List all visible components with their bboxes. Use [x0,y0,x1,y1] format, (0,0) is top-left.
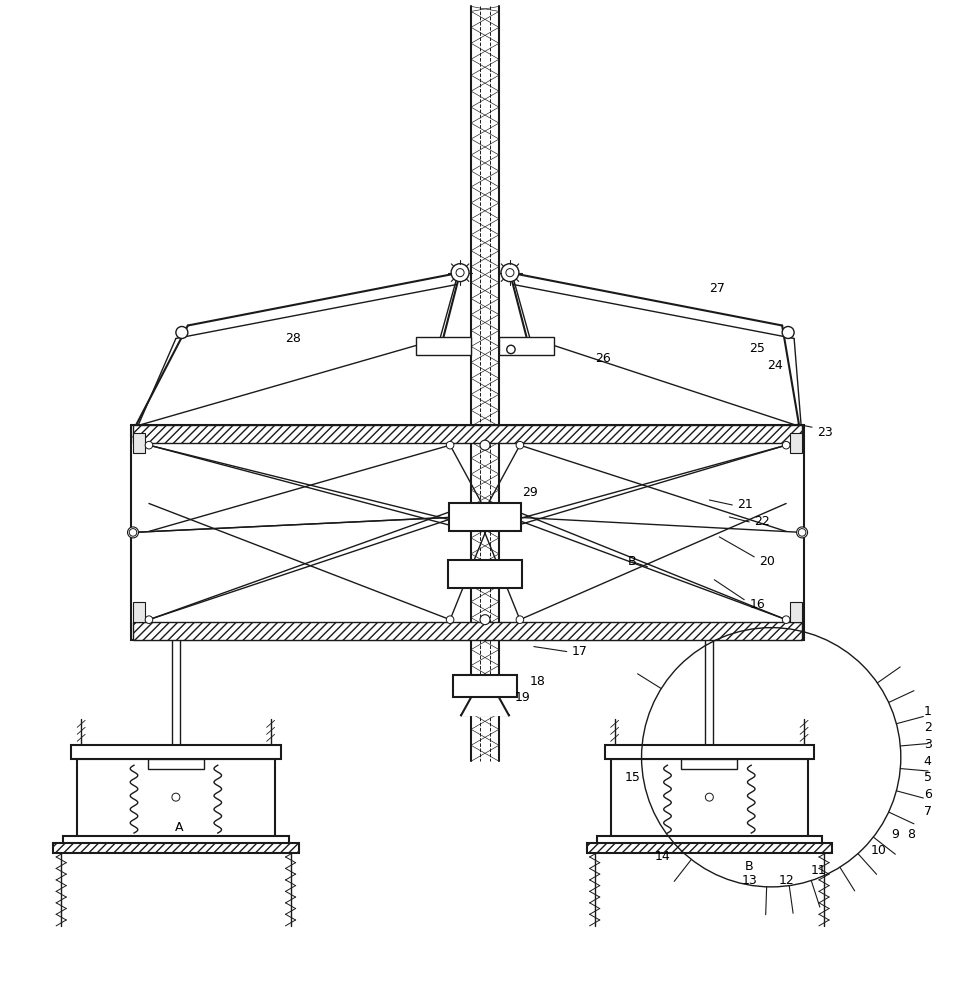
Bar [449,503,520,531]
Text: 6: 6 [922,788,930,801]
Text: 17: 17 [571,645,587,658]
Circle shape [704,793,712,801]
Text: 7: 7 [922,805,931,818]
Circle shape [455,269,463,277]
Text: 25: 25 [748,342,765,355]
Text: 22: 22 [754,515,769,528]
Circle shape [516,616,523,623]
Bar [133,622,801,640]
Bar [453,675,516,697]
Bar [148,759,203,769]
Bar [610,759,807,839]
Circle shape [480,440,489,450]
Text: 19: 19 [515,691,530,704]
Text: 18: 18 [529,675,546,688]
Circle shape [797,529,805,536]
Text: A: A [174,821,183,834]
Text: 21: 21 [736,498,752,511]
Circle shape [506,345,515,354]
Bar [71,745,280,759]
Text: 11: 11 [810,864,826,877]
Bar [133,602,144,622]
Text: 20: 20 [759,555,774,568]
Circle shape [129,529,137,536]
Circle shape [781,326,794,338]
Circle shape [175,326,188,338]
Circle shape [516,441,523,449]
Bar [131,425,803,640]
Circle shape [782,441,789,449]
Bar [133,425,801,443]
Circle shape [500,264,518,282]
Circle shape [796,527,807,538]
Circle shape [145,441,152,449]
Text: 29: 29 [521,486,537,499]
Bar [447,560,522,588]
Circle shape [782,616,789,623]
Bar [586,843,831,853]
Bar [790,602,801,622]
Text: 8: 8 [906,828,914,841]
Polygon shape [460,697,509,715]
Bar [63,836,288,846]
Circle shape [480,615,489,625]
Bar [790,433,801,453]
Text: 24: 24 [766,359,782,372]
Circle shape [127,527,139,538]
Text: 16: 16 [748,598,765,611]
Bar [681,759,736,769]
Circle shape [451,264,469,282]
Text: 14: 14 [654,850,670,863]
Bar [596,836,821,846]
Text: 26: 26 [594,352,610,365]
Bar [133,433,144,453]
Bar [416,337,471,355]
Text: 2: 2 [922,721,930,734]
Text: 13: 13 [740,874,756,887]
Bar [78,759,274,839]
Text: 5: 5 [922,771,931,784]
Text: B: B [744,860,753,873]
Text: 23: 23 [816,426,832,439]
Text: B: B [627,555,636,568]
Bar [498,337,553,355]
Text: 27: 27 [708,282,725,295]
Text: 10: 10 [870,844,886,857]
Text: 1: 1 [922,705,930,718]
Text: 3: 3 [922,738,930,751]
Text: 4: 4 [922,755,930,768]
Circle shape [506,269,514,277]
Bar [604,745,813,759]
Text: 28: 28 [285,332,301,345]
Text: 9: 9 [890,828,898,841]
Text: 15: 15 [624,771,640,784]
Circle shape [172,793,179,801]
Text: 12: 12 [778,874,794,887]
Circle shape [446,616,453,623]
Bar [53,843,298,853]
Circle shape [446,441,453,449]
Circle shape [145,616,152,623]
